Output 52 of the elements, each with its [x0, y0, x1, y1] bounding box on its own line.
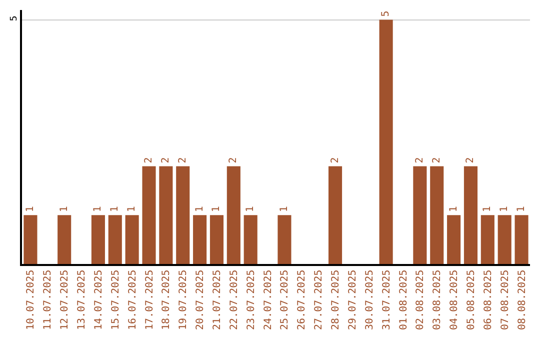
data-label: 1: [126, 206, 138, 212]
x-tick-label: 19.07.2025: [178, 270, 190, 330]
data-label: 2: [465, 157, 476, 164]
x-tick-label: 11.07.2025: [42, 270, 54, 330]
data-label: 1: [448, 206, 460, 212]
data-label: 2: [431, 157, 442, 164]
x-tick-label: 03.08.2025: [432, 270, 444, 330]
data-label: 2: [177, 157, 188, 164]
x-tick-label: 13.07.2025: [76, 270, 88, 330]
data-label: 2: [228, 157, 240, 164]
x-tick-label: 20.07.2025: [195, 270, 206, 330]
x-tick-label: 28.07.2025: [330, 270, 342, 330]
x-tick-label: 04.08.2025: [449, 270, 460, 330]
data-label: 1: [245, 206, 256, 212]
x-tick-label: 17.07.2025: [144, 270, 156, 330]
data-label: 1: [516, 206, 528, 212]
x-tick-label: 25.07.2025: [280, 270, 291, 330]
x-tick-label: 02.08.2025: [415, 270, 426, 330]
x-tick-label: 15.07.2025: [110, 270, 122, 330]
x-tick-label: 23.07.2025: [246, 270, 257, 330]
x-tick-label: 30.07.2025: [364, 270, 376, 330]
x-tick-label: 12.07.2025: [60, 270, 71, 330]
x-tick-label: 24.07.2025: [262, 270, 274, 330]
x-tick-label: 27.07.2025: [314, 270, 325, 330]
data-label: 1: [58, 206, 70, 212]
data-label: 2: [414, 157, 426, 164]
x-tick-label: 14.07.2025: [93, 270, 104, 330]
x-tick-label: 10.07.2025: [26, 270, 37, 330]
data-label: 1: [499, 206, 510, 212]
x-tick-label: 01.08.2025: [398, 270, 410, 330]
data-label: 2: [160, 157, 172, 164]
data-label: 1: [24, 206, 36, 212]
x-tick-label: 06.08.2025: [482, 270, 494, 330]
x-tick-label: 22.07.2025: [228, 270, 240, 330]
x-tick-label: 18.07.2025: [161, 270, 172, 330]
data-label: 1: [110, 206, 121, 212]
data-label: 2: [330, 157, 341, 164]
data-label: 1: [211, 206, 222, 212]
x-tick-label: 05.08.2025: [466, 270, 477, 330]
x-tick-label: 07.08.2025: [500, 270, 511, 330]
data-label: 1: [194, 206, 206, 212]
data-label: 1: [92, 206, 104, 212]
data-label: 1: [482, 206, 494, 212]
x-tick-label: 16.07.2025: [127, 270, 138, 330]
x-tick-label: 26.07.2025: [296, 270, 308, 330]
data-label: 1: [278, 206, 290, 212]
x-tick-label: 21.07.2025: [212, 270, 223, 330]
x-tick-label: 31.07.2025: [381, 270, 392, 330]
x-tick-label: 08.08.2025: [516, 270, 528, 330]
data-label: 2: [144, 157, 154, 164]
x-tick-label: 29.07.2025: [347, 270, 358, 330]
data-label: 5: [380, 10, 392, 17]
